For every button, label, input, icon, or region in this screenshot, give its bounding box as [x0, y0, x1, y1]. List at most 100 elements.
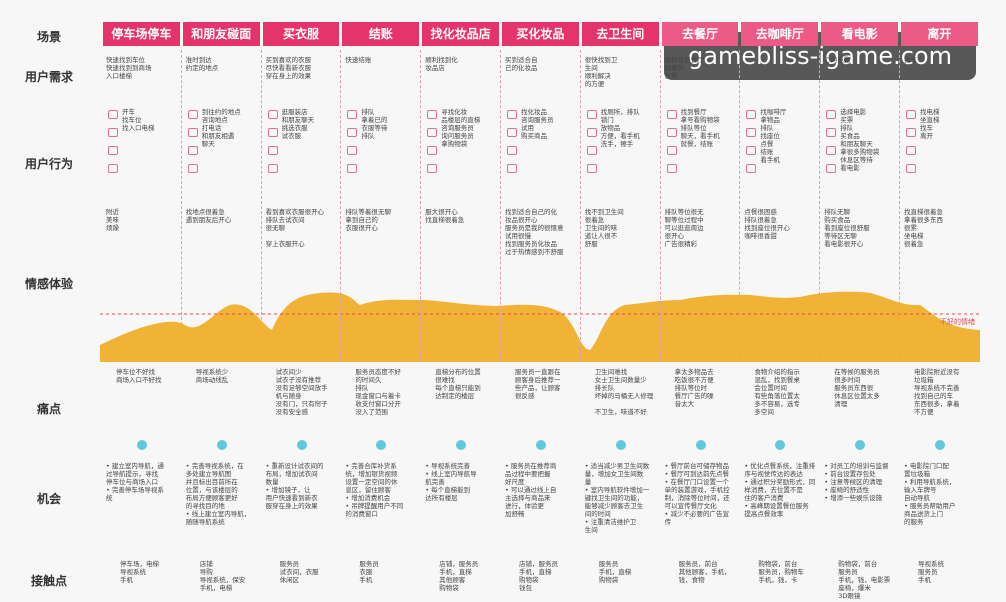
opportunity-text: • 对员工的培训与监督 • 前台设置存包处 • 注意等候区的清理 • 座椅的舒适…	[824, 462, 889, 502]
behavior-icon	[427, 146, 438, 155]
behavior-text: 开车 找车位 找入口电梯	[122, 108, 155, 132]
behavior-icon	[427, 128, 438, 137]
opportunity-dot	[456, 440, 467, 450]
stage-header: 买衣服	[262, 22, 340, 46]
opportunity-text: • 餐厅前台可储存物品 • 餐厅可到达前先点餐 • 在餐厅门口设置一个 单的装置…	[664, 462, 730, 526]
need-text: 很快找到餐厅 舒服的 就餐	[664, 56, 704, 80]
touchpoint-text: 服务员，前台 其他顾客，手机， 钱，食物	[678, 560, 731, 584]
stage-header: 看电影	[821, 22, 898, 46]
stage-header: 去卫生间	[581, 22, 659, 46]
opportunity-dot	[216, 440, 227, 450]
pain-text: 导视系统少 商场动线乱	[195, 368, 229, 384]
behavior-text: 找咖啡厅 拿物品 排队 找座位 点餐 结账 看手机	[760, 108, 787, 164]
behavior-icon	[586, 164, 597, 173]
curve-label: 不好的情绪	[940, 317, 975, 326]
behavior-icon	[666, 128, 677, 137]
row-label: 用户需求	[24, 70, 73, 84]
touchpoint-text: 店铺，服务员 手机，直梯 其他顾客 购物袋	[439, 560, 479, 592]
opportunity-text: • 优化点餐系统，注重排 序与视觉传达的表达 • 通过积分奖励形式，同 样消费，…	[744, 462, 816, 518]
pain-text: 试衣间少 试衣子没有推荐 没有足够空间放手 机与随身 没有门，只有帘子 没有安全…	[275, 368, 328, 416]
behavior-icon	[746, 110, 757, 119]
column-separator	[340, 50, 342, 360]
touchpoint-text: 店铺，服务员 手机，直梯 购物袋 钱包	[519, 560, 558, 592]
column-separator	[260, 50, 262, 360]
behavior-text: 找厕所，排队 锁门 放物品 方便，看手机 洗手，擦手	[600, 108, 640, 148]
touchpoint-text: 购物袋，前台 服务员 手机，钱，电影票 座椅，爆米 3D眼镜	[838, 560, 891, 600]
opportunity-dot	[855, 440, 866, 450]
behavior-text: 寻找化妆 品楼层的直梯 咨询服务员 询问服务员 拿购物袋	[441, 108, 481, 148]
behavior-icon	[267, 128, 278, 137]
behavior-text: 排队 拿着已的 衣服等待 排队	[361, 108, 388, 140]
row-label: 机会	[36, 492, 61, 506]
behavior-icon	[666, 164, 677, 173]
need-text: 心的电影	[824, 56, 851, 64]
need-text: 快速找到车位 快速找到到商场 入口楼梯	[106, 56, 152, 80]
emotion-text: 排队等着很无聊 拿到自己的 衣服很开心	[345, 208, 391, 232]
need-text: 买到适合自 己的化妆品	[505, 56, 538, 72]
emotion-text: 找到适合自己的化 妆品很开心 服务员是我的很惬意 试用很慢 找到服务员化妆品 过…	[505, 208, 564, 256]
column-separator	[500, 50, 501, 360]
stage-header: 找化妆品店	[422, 22, 499, 46]
behavior-icon	[826, 146, 837, 155]
row-label: 用户行为	[24, 157, 73, 171]
behavior-icon	[347, 110, 358, 119]
emotion-text: 排队等位很无 聊等位过程中 可以逛逛周边 很开心 广告很精彩	[664, 208, 704, 248]
stage-header: 和朋友碰面	[182, 22, 260, 46]
need-text: 顺利找到化 妆品店	[425, 56, 458, 72]
behavior-icon	[826, 110, 837, 119]
column-separator	[180, 50, 182, 360]
behavior-icon	[267, 146, 278, 155]
behavior-icon	[187, 146, 198, 155]
stage-header: 买化妆品	[502, 22, 579, 46]
opportunity-dot	[695, 440, 706, 450]
emotion-text: 找直梯很着急 拿着很多东西 很累 坐电梯 很着急	[904, 208, 943, 248]
stage-header: 去餐厅	[661, 22, 739, 46]
opportunity-dot	[535, 440, 546, 450]
opportunity-dot	[376, 440, 387, 450]
need-text: 找车	[904, 56, 917, 64]
need-text: 准时到达 约定的地点	[185, 56, 219, 72]
opportunity-text: • 完善合库补货系 统，增加银货视频 设置一定空间的休 息区，留住顾客 • 增加…	[345, 462, 404, 518]
behavior-icon	[267, 164, 278, 173]
stage-header: 去咖啡厅	[741, 22, 819, 46]
behavior-icon	[108, 164, 118, 173]
behavior-icon	[906, 146, 916, 155]
emotion-text: 附近 美味 烦躁	[106, 208, 119, 232]
behavior-icon	[507, 146, 517, 155]
behavior-text: 找化妆品 咨询服务员 试用 购买商品	[521, 108, 554, 140]
behavior-icon	[826, 164, 837, 173]
opportunity-text: • 完善导视系统，在 多处建立导航图 并且标出目前所在 位置，与该楼层的 布局方…	[185, 462, 251, 526]
behavior-icon	[187, 110, 198, 119]
behavior-text: 到往约的地点 咨询地点 打电话 和朋友相遇 聊天	[201, 108, 241, 148]
touchpoint-text: 购物袋，前台 服务员，购物车 手机，钱，卡	[758, 560, 804, 584]
opportunity-dot	[934, 440, 945, 450]
behavior-icon	[507, 128, 517, 137]
opportunity-text: • 重新设计试衣间的 布局，增加试衣间 数量 • 增加镜子，让 用户快速看到新衣…	[265, 462, 324, 510]
emotion-text: 找地点很着急 遇到朋友后开心	[185, 208, 232, 224]
need-text: 快速结账	[345, 56, 372, 64]
behavior-icon	[347, 146, 358, 155]
column-separator	[579, 50, 581, 360]
touchpoint-text: 服务员 试衣间，衣服 休闲区	[279, 560, 319, 584]
emotion-text: 看到喜欢衣服很开心 排队去试衣间 很无聊 穿上衣服开心	[265, 208, 325, 248]
opportunity-dot	[136, 440, 147, 450]
pain-text: 直梯分布的位置 很难找 每个直梯只能到 达制定的楼层	[435, 368, 481, 400]
behavior-icon	[586, 110, 597, 119]
stage-header: 结账	[342, 22, 420, 46]
behavior-icon	[746, 128, 757, 137]
opportunity-text: • 建立室内导航，通 过导航提示，寻找 停车位与商场入口 • 完善停车场导视系 …	[106, 462, 164, 502]
opportunity-text: • 导视系统完善 • 线上室内导航导 航完善 • 每个直梯能到 达所有楼层	[425, 462, 477, 502]
touchpoint-text: 服务员 衣服 手机	[359, 560, 379, 584]
behavior-icon	[826, 128, 837, 137]
opportunity-dot	[615, 440, 626, 450]
pain-text: 食物介绍的指示 混乱，找到餐桌 会位置时间 有些角落位置太 多不容易，选专 多空…	[754, 368, 800, 416]
behavior-icon	[347, 164, 358, 173]
column-separator	[659, 50, 661, 360]
behavior-text: 选择电影 买票 排队 买食品 和朋友聊天 拿很多购物袋 休息区等待 看电影	[840, 108, 880, 172]
touchpoint-text: 停车场，电梯 导视系统 手机	[120, 560, 159, 584]
opportunity-text: • 适当减少男卫生间数 量，增加女卫生间数 量 • 室内导航软件增加一 键找卫生…	[584, 462, 650, 534]
opportunity-text: • 服务员在推荐商 品过程中要把握 好尺度 • 可以通过线上自 主选择与商品来 …	[505, 462, 557, 518]
behavior-text: 找到餐厅 拿号看购物袋 排队等位 聊天，看手机 就餐，结账	[680, 108, 720, 148]
opportunity-text: • 电影院门口配 置垃圾箱 • 利用导航系统， 输入车牌号 自动导航 • 服务员…	[904, 462, 956, 526]
